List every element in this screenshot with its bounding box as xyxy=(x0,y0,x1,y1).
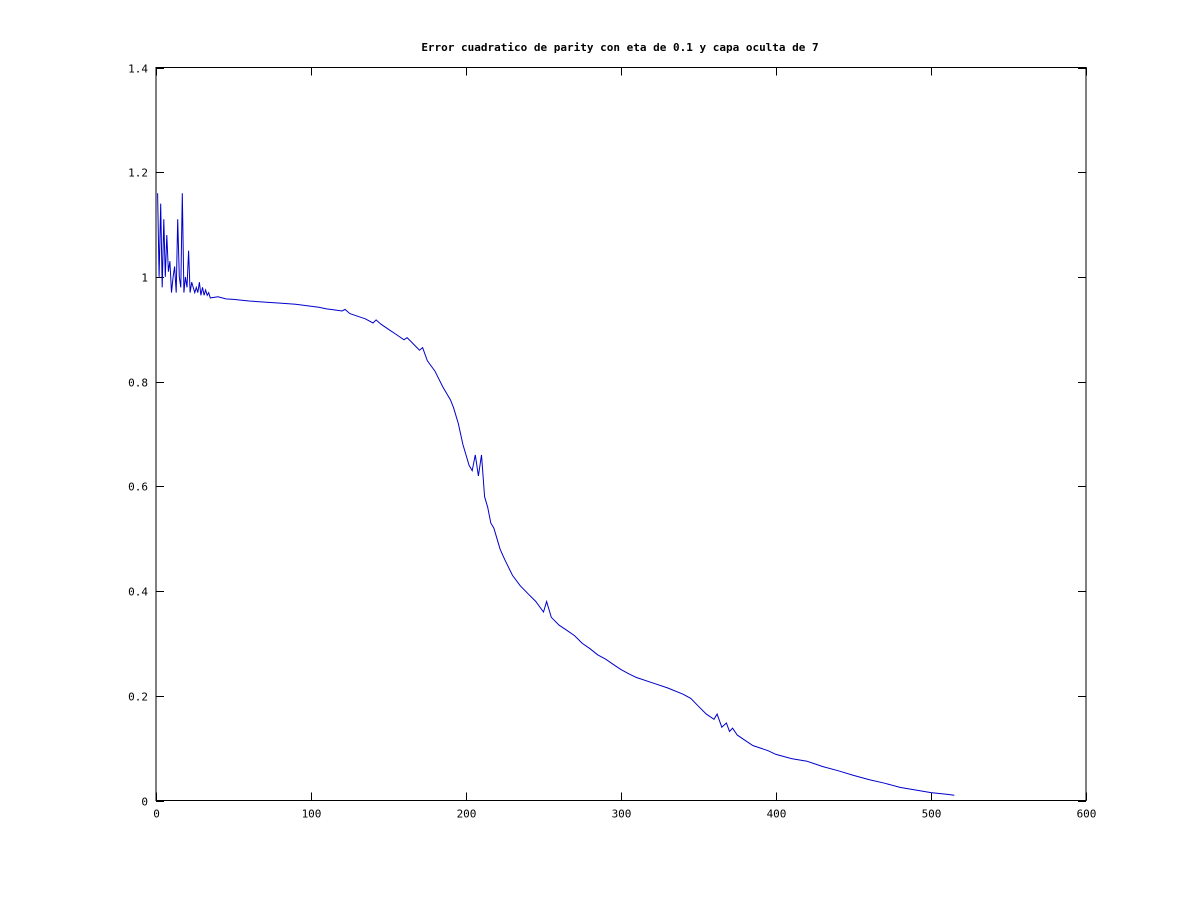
y-tick-label: 0.6 xyxy=(128,481,148,494)
y-tick-label: 1.2 xyxy=(128,167,148,180)
y-tick-label: 0.8 xyxy=(128,377,148,390)
x-tick-label: 100 xyxy=(302,808,322,821)
plot-frame xyxy=(155,67,1087,801)
tick-labels: 0 100 200 300 400 500 600 0 0.2 0.4 0.6 0.8 1 1.2 1.4 xyxy=(128,63,1096,821)
x-tick-label: 600 xyxy=(1077,808,1097,821)
x-tick-label: 300 xyxy=(612,808,632,821)
y-tick-label: 1.4 xyxy=(128,63,148,76)
axis-ticks xyxy=(156,67,1087,802)
y-tick-label: 0.2 xyxy=(128,691,148,704)
x-tick-label: 500 xyxy=(922,808,942,821)
y-tick-label: 0 xyxy=(141,796,148,809)
chart-title: Error cuadratico de parity con eta de 0.… xyxy=(421,41,818,54)
y-tick-label: 0.4 xyxy=(128,586,148,599)
x-tick-label: 200 xyxy=(457,808,477,821)
series-line xyxy=(157,193,955,796)
x-tick-label: 400 xyxy=(767,808,787,821)
x-tick-label: 0 xyxy=(153,808,160,821)
y-tick-label: 1 xyxy=(141,272,148,285)
